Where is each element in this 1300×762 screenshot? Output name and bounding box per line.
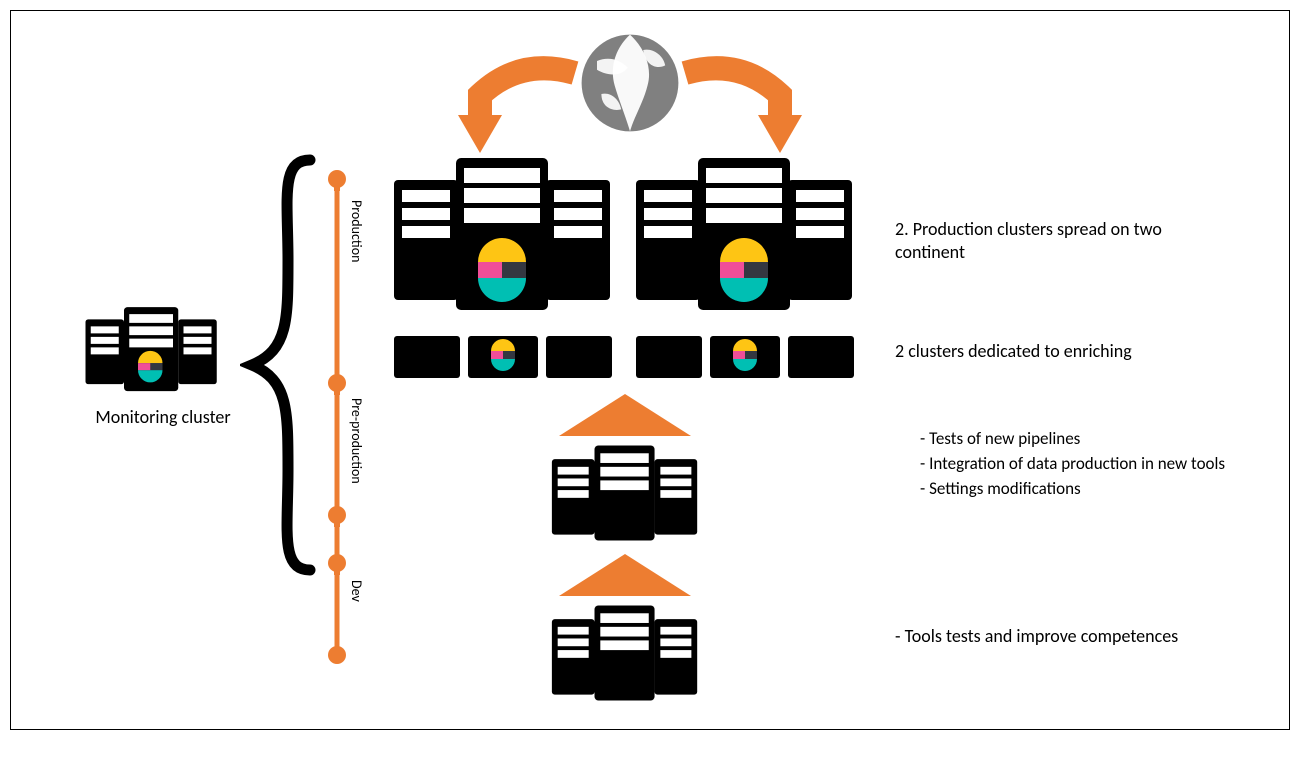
dev-cluster-icon bbox=[548, 598, 703, 708]
enrich-description: 2 clusters dedicated to enriching bbox=[895, 340, 1215, 362]
preprod-item: Integration of data production in new to… bbox=[938, 453, 1240, 474]
prod-cluster-right-icon bbox=[630, 150, 860, 320]
prod-cluster-left-icon bbox=[388, 150, 618, 320]
preprod-cluster-icon bbox=[548, 438, 703, 548]
up-arrow-dev bbox=[555, 550, 695, 600]
enrich-cluster-right-icon bbox=[630, 330, 860, 385]
globe-icon bbox=[575, 28, 685, 138]
section-label-dev: Dev bbox=[348, 580, 365, 602]
monitoring-cluster-label: Monitoring cluster bbox=[78, 406, 248, 428]
dev-description: - Tools tests and improve competences bbox=[895, 625, 1195, 648]
preprod-item: Settings modifications bbox=[938, 478, 1240, 499]
brace-icon bbox=[240, 150, 320, 580]
prod-description: 2. Production clusters spread on two con… bbox=[895, 218, 1175, 265]
preprod-item: Tests of new pipelines bbox=[938, 428, 1240, 449]
globe-arrow-left bbox=[440, 55, 590, 165]
up-arrow-preprod bbox=[555, 390, 695, 440]
enrich-cluster-left-icon bbox=[388, 330, 618, 385]
section-label-production: Production bbox=[348, 200, 365, 262]
monitoring-cluster-icon bbox=[82, 300, 222, 400]
preprod-description-list: Tests of new pipelines Integration of da… bbox=[900, 428, 1240, 503]
globe-arrow-right bbox=[670, 55, 820, 165]
section-bar bbox=[325, 165, 349, 665]
section-label-preproduction: Pre-production bbox=[348, 398, 365, 484]
